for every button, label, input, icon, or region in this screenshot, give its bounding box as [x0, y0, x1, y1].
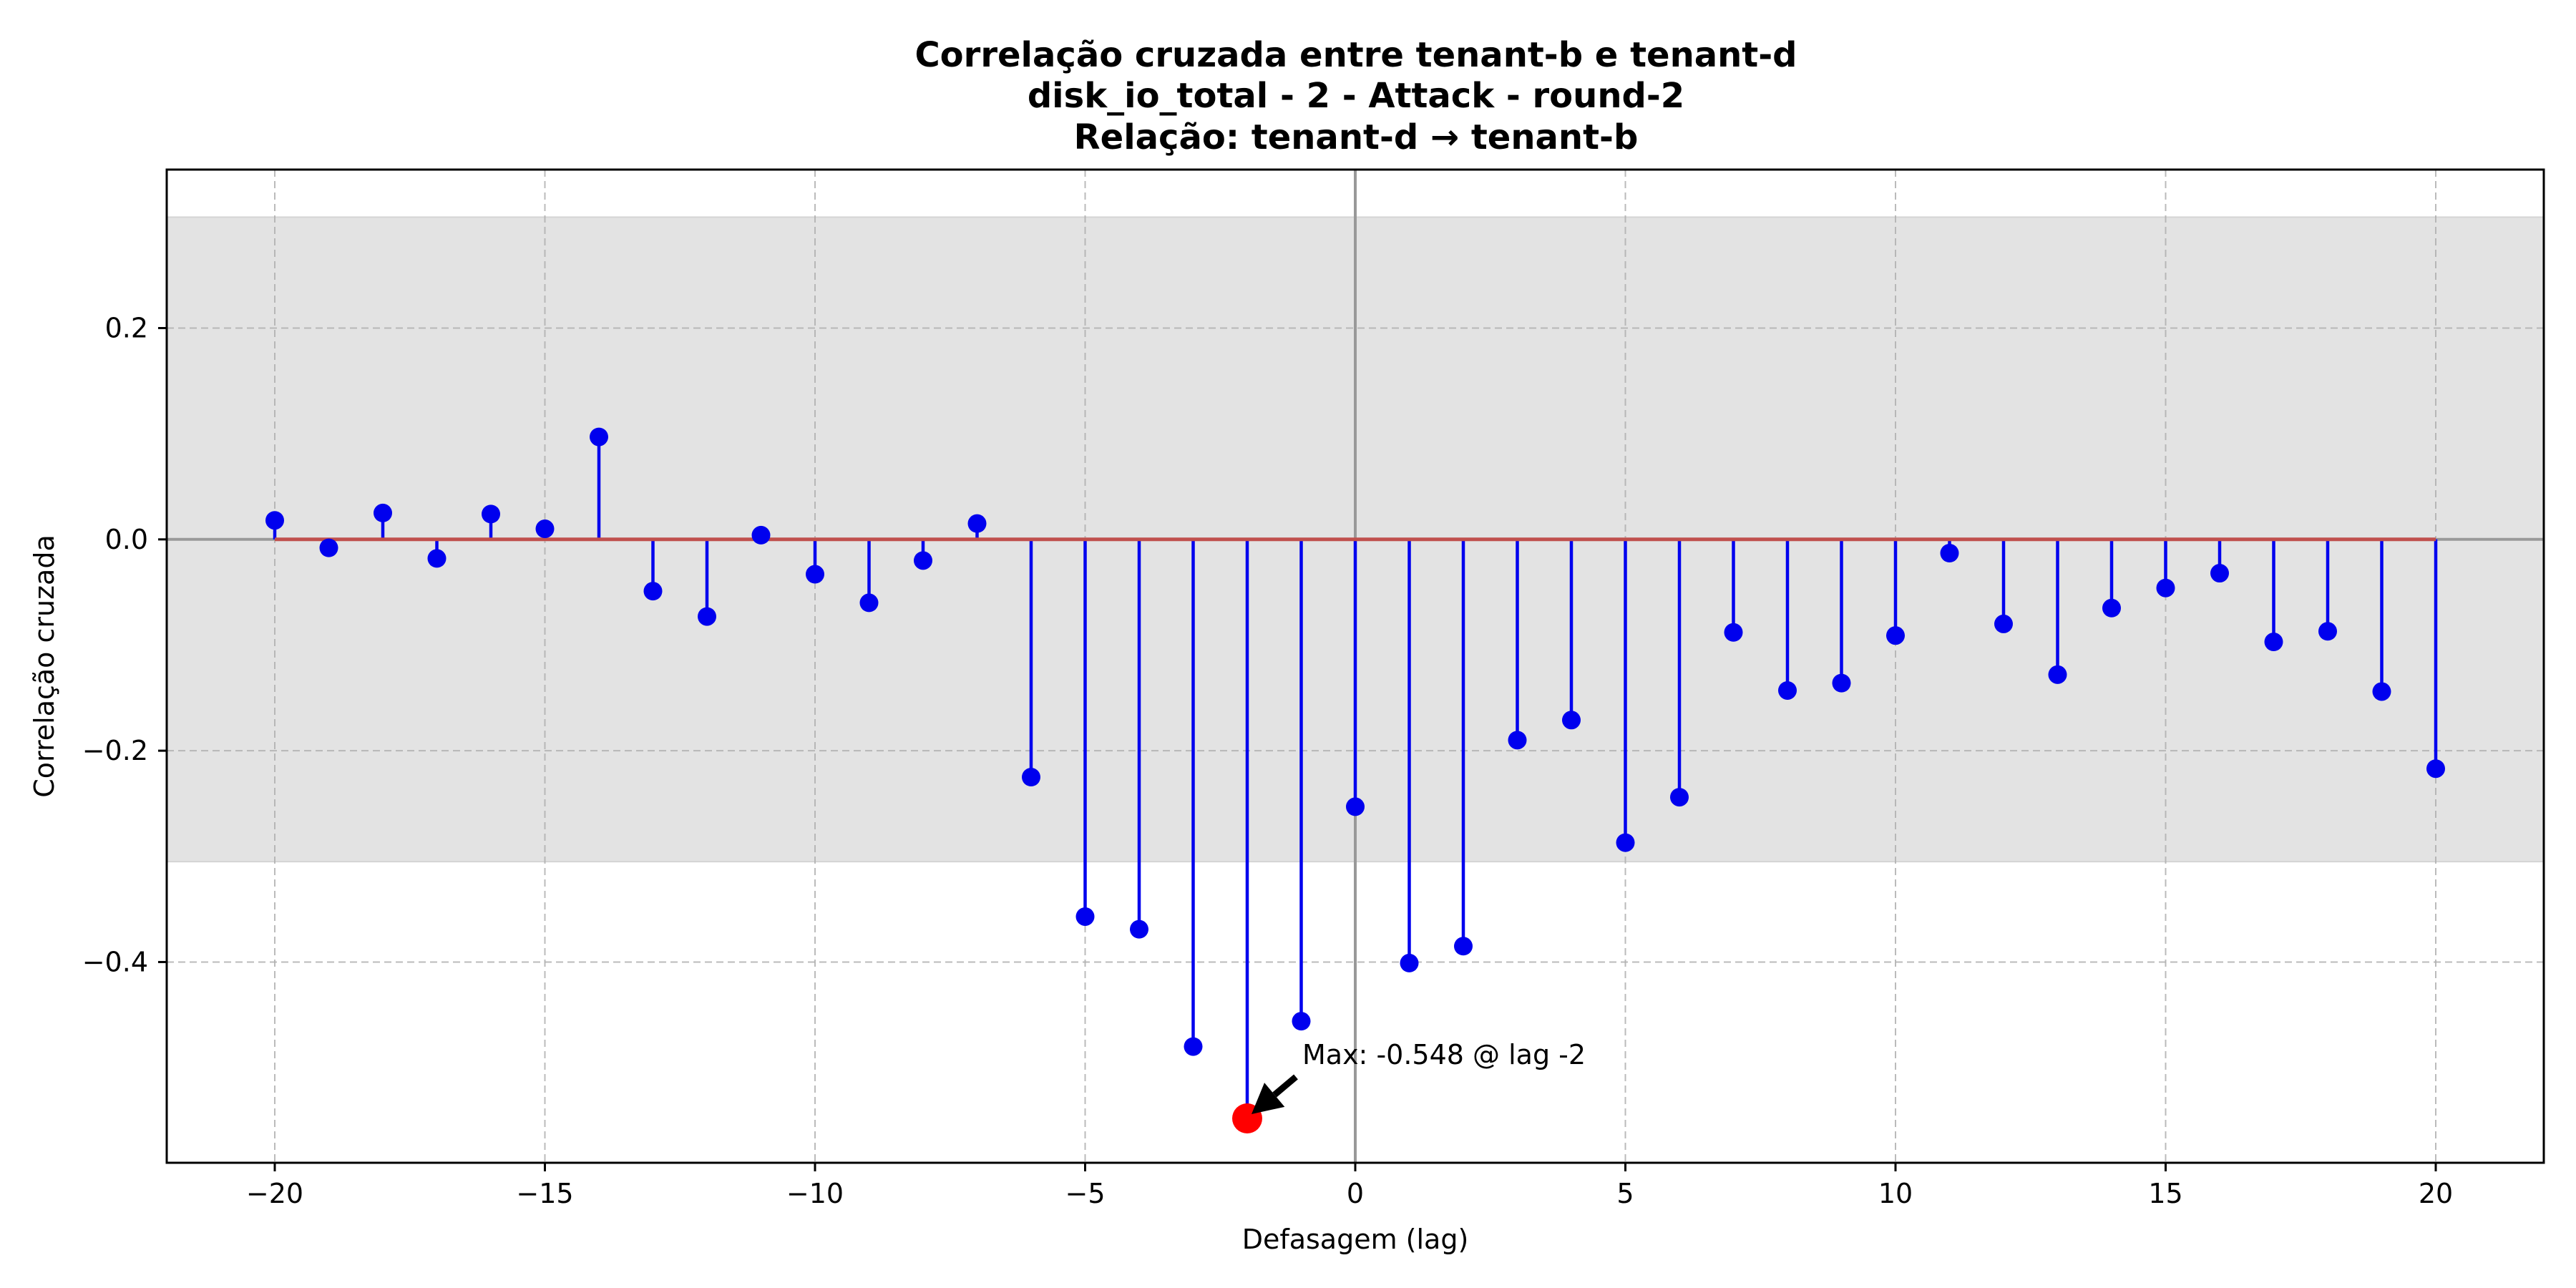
stem-marker	[1346, 797, 1365, 816]
x-tick-label: −15	[516, 1178, 573, 1209]
x-tick-label: −5	[1065, 1178, 1105, 1209]
stem-marker	[2372, 682, 2391, 701]
stem-marker	[1075, 907, 1095, 926]
stem-marker	[2264, 633, 2283, 652]
ticks-layer: −20 −15 −10 −5 0 5 10 15 20 −0.4 −0.2 0.0 0.2	[82, 312, 2453, 1209]
stem-marker	[2210, 564, 2229, 583]
y-tick-label: −0.4	[82, 946, 148, 977]
x-axis-label: Defasagem (lag)	[1242, 1224, 1469, 1255]
stem-marker	[427, 549, 447, 568]
stem-marker	[1886, 626, 1905, 645]
stem-marker	[967, 514, 987, 533]
stem-marker	[1832, 673, 1851, 693]
stem-marker	[1616, 833, 1635, 852]
stem-marker	[374, 503, 392, 522]
stem-marker	[319, 538, 338, 557]
max-annotation-label: Max: -0.548 @ lag -2	[1302, 1039, 1586, 1070]
stem-marker	[2156, 578, 2175, 597]
stem-marker	[1130, 919, 1148, 939]
y-tick-label: 0.0	[105, 524, 148, 555]
stem-marker	[265, 511, 284, 530]
y-axis-label: Correlação cruzada	[29, 535, 60, 798]
stem-marker	[2048, 665, 2067, 684]
chart-title-line-3: Relação: tenant-d → tenant-b	[1074, 117, 1639, 157]
annotation-layer: Max: -0.548 @ lag -2	[1252, 1039, 1586, 1114]
x-tick-label: 15	[2148, 1178, 2182, 1209]
stem-marker	[1778, 680, 1797, 700]
x-tick-label: 10	[1878, 1178, 1913, 1209]
chart-title-line-2: disk_io_total - 2 - Attack - round-2	[1028, 76, 1684, 116]
stem-marker	[2102, 598, 2121, 618]
x-tick-label: 0	[1347, 1178, 1364, 1209]
y-tick-label: −0.2	[82, 735, 148, 766]
chart-title-line-1: Correlação cruzada entre tenant-b e tena…	[914, 35, 1797, 75]
stem-marker	[1670, 788, 1689, 807]
y-tick-label: 0.2	[105, 312, 148, 343]
stem-marker	[482, 504, 500, 524]
stem-marker	[1724, 623, 1743, 642]
stem-marker	[751, 525, 771, 545]
stem-marker	[2318, 622, 2337, 641]
stem-marker	[1400, 953, 1419, 972]
stem-marker	[914, 551, 932, 570]
stem-marker	[590, 427, 608, 447]
x-tick-label: −20	[246, 1178, 303, 1209]
stem-marker	[2426, 759, 2445, 779]
stem-marker	[698, 607, 716, 626]
stem-marker	[1292, 1012, 1311, 1031]
stem-marker	[859, 593, 879, 613]
stem-marker	[643, 582, 663, 601]
x-tick-label: 20	[2419, 1178, 2453, 1209]
markers-layer	[265, 427, 2445, 1133]
stem-marker	[1940, 544, 1959, 563]
stem-marker	[1562, 711, 1581, 730]
annotation-arrow-head	[1252, 1083, 1285, 1114]
stem-marker	[1022, 768, 1040, 787]
stem-marker	[1184, 1037, 1203, 1056]
stem-marker	[1454, 937, 1473, 956]
stem-marker	[535, 519, 555, 539]
x-tick-label: −10	[786, 1178, 844, 1209]
stem-marker	[1994, 614, 2013, 633]
x-tick-label: 5	[1616, 1178, 1634, 1209]
stem-marker	[1508, 731, 1527, 750]
stem-marker	[806, 565, 824, 584]
annotation-arrow-shaft	[1272, 1074, 1298, 1098]
